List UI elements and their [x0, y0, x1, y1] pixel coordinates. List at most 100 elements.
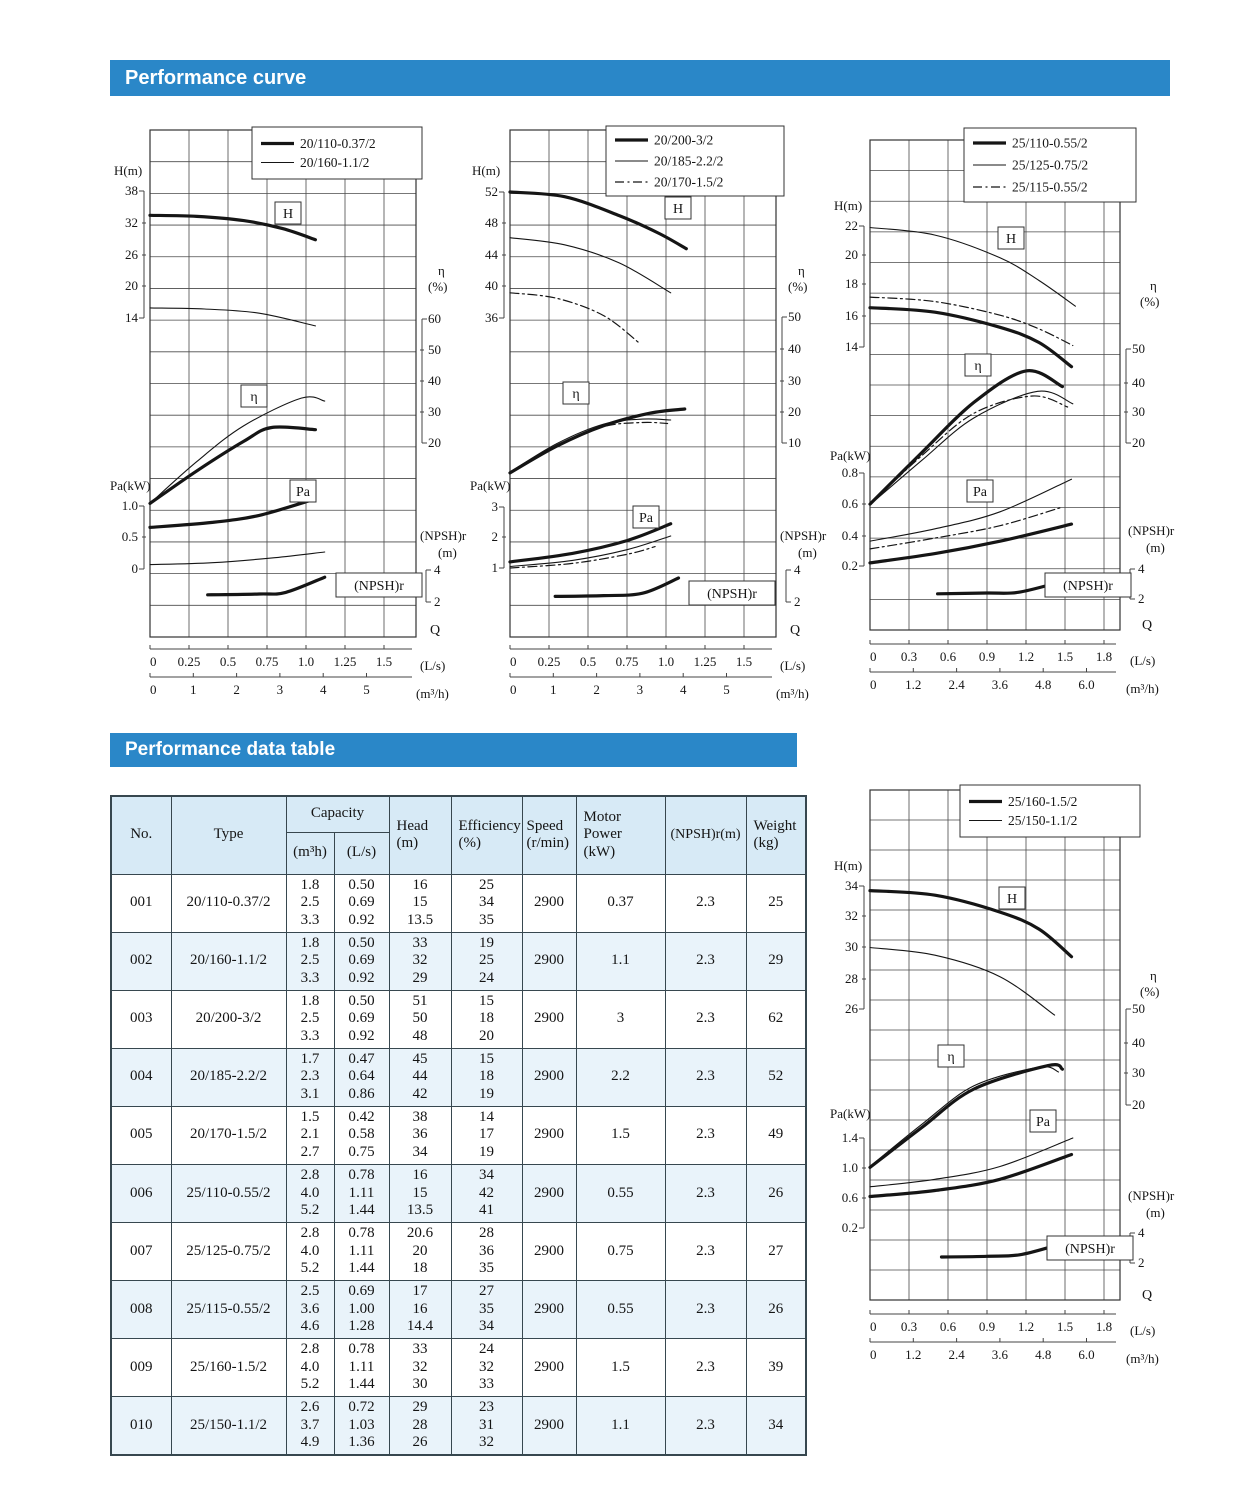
- q-ls-tick-label: 1.8: [1096, 649, 1112, 664]
- table-cell: 1.5: [575, 1337, 666, 1398]
- curve-H-thin: [149, 307, 316, 327]
- performance-chart-1: H(m) 38 32 26 20 14 η (%) 60 50 40 30 20 Pa(kW) 1.0 0.5…: [108, 120, 480, 720]
- q-m3h-tick-label: 1.2: [905, 677, 921, 692]
- curve-chart-3: H(m)2220181614η(%)50403020Pa(kW)0.80.60.…: [830, 127, 1175, 696]
- table-cell: 0.42 0.58 0.75: [333, 1105, 390, 1165]
- table-cell: 2.6 3.7 4.9: [285, 1396, 335, 1456]
- q-axis-label: Q: [790, 623, 800, 638]
- table-cell: 1.5: [575, 1105, 666, 1165]
- q-ls-tick-label: 0.25: [178, 654, 201, 669]
- curve-H-thick: [868, 889, 1074, 959]
- q-axis-label: Q: [1142, 618, 1152, 633]
- q-m3h-tick-label: 6.0: [1078, 677, 1094, 692]
- table-cell: 27 35 34: [450, 1279, 523, 1340]
- q-m3h-unit: (m³/h): [1126, 681, 1159, 696]
- table-cell: 20.6 20 18: [388, 1221, 452, 1281]
- pa-tick-label: 3: [492, 499, 499, 514]
- q-m3h-tick-label: 4.8: [1035, 1347, 1051, 1362]
- table-cell: 28 36 35: [450, 1221, 523, 1281]
- axis-bracket: [859, 472, 866, 567]
- table-cell: 0.69 1.00 1.28: [333, 1279, 390, 1340]
- pa-tick-label: 0.8: [842, 465, 858, 480]
- curve-NPSH-thick: [206, 575, 327, 597]
- curve-eta-thick: [508, 407, 687, 475]
- curve-H-dashdot: [509, 292, 641, 344]
- axis-bracket: [1124, 348, 1131, 444]
- curve-eta-thick: [868, 1063, 1064, 1169]
- table-cell: 14 17 19: [450, 1105, 523, 1165]
- table-cell: 49: [745, 1105, 807, 1165]
- eta-tick-label: 20: [428, 435, 441, 450]
- curve-label-box-pa: Pa: [1029, 1109, 1057, 1133]
- h-tick-label: 18: [845, 276, 858, 291]
- table-cell: 2.3: [664, 1163, 747, 1223]
- legend-label: 25/115-0.55/2: [1012, 180, 1088, 195]
- q-ls-tick-label: 0.9: [979, 1319, 995, 1334]
- table-cell: 1.1: [575, 931, 666, 991]
- grid: [869, 789, 1120, 1301]
- col-capacity-m3h: (m³h): [285, 831, 335, 875]
- axis-bracket: [499, 191, 506, 319]
- col-motor-power: Motor Power (kW): [575, 795, 666, 875]
- curve-eta-dashdot: [509, 421, 669, 475]
- table-header: No. Type Capacity Head (m) Efficiency (%) Speed…: [110, 795, 807, 875]
- curve-NPSH-thick: [553, 576, 681, 598]
- curve-Pa-thin: [869, 478, 1073, 542]
- pa-tick-label: 0.6: [842, 496, 859, 511]
- h-tick-label: 44: [485, 247, 499, 262]
- table-cell: 17 16 14.4: [388, 1279, 452, 1340]
- grid: [509, 129, 776, 638]
- eta-tick-label: 50: [1132, 1001, 1145, 1016]
- legend-label: 25/125-0.75/2: [1012, 158, 1088, 173]
- table-cell: 2.3: [664, 1047, 747, 1107]
- npsh-axis-label: (NPSH)r: [1128, 1188, 1175, 1203]
- curve-NPSH-thick: [936, 580, 1061, 596]
- curves: [868, 889, 1074, 1259]
- pa-axis-label: Pa(kW): [830, 448, 870, 463]
- curve-Pa-thick: [868, 522, 1074, 565]
- table-cell: 33 32 30: [388, 1337, 452, 1398]
- q-ls-unit: (L/s): [780, 658, 805, 673]
- table-cell: 27: [745, 1221, 807, 1281]
- table-cell: 0.50 0.69 0.92: [333, 931, 390, 991]
- col-capacity-ls: (L/s): [333, 831, 390, 875]
- q-ls-tick-label: 1.0: [298, 654, 314, 669]
- col-head: Head (m): [388, 795, 452, 875]
- legend-label: 25/110-0.55/2: [1012, 136, 1088, 151]
- npsh-axis-label: (NPSH)r: [1128, 523, 1175, 538]
- table-cell: 38 36 34: [388, 1105, 452, 1165]
- q-m3h-tick-label: 5: [363, 682, 370, 697]
- npsh-tick-label: 4: [794, 562, 801, 577]
- eta-tick-label: 10: [788, 435, 801, 450]
- h-axis-label: H(m): [114, 163, 142, 178]
- table-cell: 005: [110, 1105, 172, 1165]
- eta-tick-label: 20: [1132, 435, 1145, 450]
- pa-tick-label: 1.0: [122, 498, 138, 513]
- table-cell: 1.8 2.5 3.3: [285, 873, 335, 933]
- table-cell: 1.8 2.5 3.3: [285, 989, 335, 1049]
- q-ls-tick-label: 0: [870, 1319, 877, 1334]
- npsh-tick-label: 4: [1138, 1225, 1145, 1240]
- axis-bracket: [139, 190, 146, 319]
- table-cell: 2.8 4.0 5.2: [285, 1163, 335, 1223]
- q-m3h-tick-label: 3.6: [992, 1347, 1009, 1362]
- q-m3h-tick-label: 4: [320, 682, 327, 697]
- curve-Pa-dashdot: [869, 506, 1063, 550]
- table-cell: 15 18 20: [450, 989, 523, 1049]
- curve-label-box-eta: η: [240, 384, 268, 408]
- q-m3h-tick-label: 2: [233, 682, 240, 697]
- pa-tick-label: 2: [492, 529, 499, 544]
- table-row: 007 25/125-0.75/2 2.8 4.0 5.2 0.78 1.11 1.44 20.…: [110, 1221, 807, 1281]
- q-m3h-unit: (m³/h): [1126, 1351, 1159, 1366]
- curve-label-text: H: [283, 207, 293, 222]
- eta-axis-unit: (%): [428, 279, 448, 294]
- eta-axis-label: η: [1150, 968, 1157, 983]
- table-cell: 0.78 1.11 1.44: [333, 1221, 390, 1281]
- q-m3h-tick-label: 3: [637, 682, 644, 697]
- q-ls-tick-label: 0.75: [616, 654, 639, 669]
- table-cell: 2900: [521, 989, 577, 1049]
- curve-Pa-thick: [508, 522, 673, 564]
- eta-tick-label: 30: [428, 404, 441, 419]
- table-cell: 0.37: [575, 873, 666, 933]
- table-cell: 26: [745, 1279, 807, 1340]
